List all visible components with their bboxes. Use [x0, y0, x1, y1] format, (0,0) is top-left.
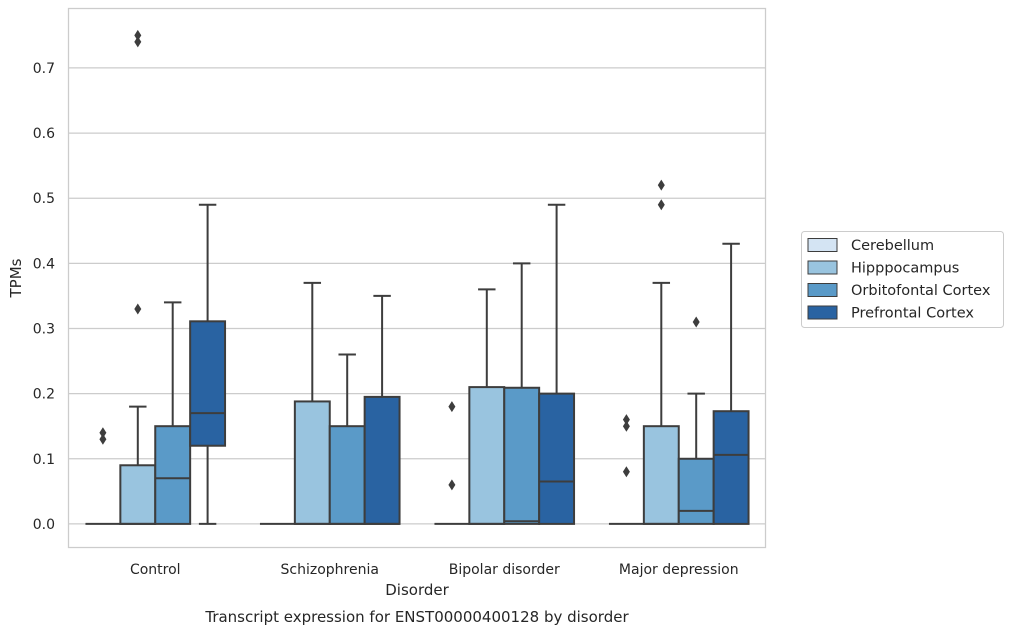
- outlier-point: [657, 199, 665, 211]
- box-hipppocampus: [293, 281, 331, 525]
- box-orbitofontal-cortex: [503, 262, 541, 525]
- plot-area-frame: [67, 7, 767, 549]
- box-hipppocampus: [642, 179, 680, 525]
- legend-swatch: [807, 305, 838, 320]
- box-orbitofontal-cortex: [328, 353, 366, 525]
- y-axis-title: TPMs: [7, 258, 25, 298]
- box-prefrontal-cortex: [189, 203, 227, 525]
- outlier-point: [99, 427, 107, 439]
- y-tick-label: 0.0: [33, 517, 55, 533]
- box-iqr: [712, 410, 750, 525]
- outlier-point: [448, 479, 456, 491]
- y-tick-labels: 0.0 0.1 0.2 0.3 0.4 0.5 0.6 0.7: [33, 61, 55, 533]
- box-hipppocampus: [468, 288, 506, 525]
- outlier-point: [622, 466, 630, 478]
- box-iqr: [293, 400, 331, 525]
- legend-label: Hipppocampus: [851, 261, 959, 277]
- box-iqr: [154, 425, 192, 525]
- chart-caption: Transcript expression for ENST0000040012…: [204, 608, 629, 626]
- y-tick-label: 0.3: [33, 321, 55, 337]
- x-tick-label: Major depression: [619, 562, 739, 578]
- y-tick-label: 0.5: [33, 191, 55, 207]
- outlier-point: [134, 36, 142, 48]
- x-tick-label: Schizophrenia: [281, 562, 379, 578]
- box-cerebellum: [85, 427, 121, 525]
- legend-label: Orbitofontal Cortex: [851, 283, 991, 299]
- legend-label: Prefrontal Cortex: [851, 306, 974, 322]
- box-hipppocampus: [119, 29, 157, 525]
- box-cerebellum: [608, 414, 644, 525]
- legend-swatch: [807, 260, 838, 275]
- box-orbitofontal-cortex: [677, 316, 715, 525]
- x-tick-label: Control: [130, 562, 181, 578]
- legend: Cerebellum Hipppocampus Orbitofontal Corte…: [801, 231, 1004, 328]
- outlier-point: [134, 303, 142, 315]
- box-iqr: [119, 464, 157, 525]
- box-prefrontal-cortex: [363, 294, 401, 525]
- box-iqr: [677, 457, 715, 525]
- y-tick-label: 0.7: [33, 61, 55, 77]
- legend-swatch: [807, 283, 838, 297]
- legend-frame: [801, 231, 1004, 328]
- box-plot-series: [85, 29, 750, 525]
- y-tick-label: 0.2: [33, 387, 55, 403]
- legend-label: Cerebellum: [851, 238, 934, 254]
- outlier-point: [622, 414, 630, 426]
- box-iqr: [328, 425, 366, 525]
- box-iqr: [642, 425, 680, 525]
- box-orbitofontal-cortex: [154, 301, 192, 525]
- y-tick-label: 0.6: [33, 126, 55, 142]
- box-prefrontal-cortex: [538, 203, 576, 525]
- box-iqr: [503, 386, 541, 525]
- outlier-point: [448, 401, 456, 413]
- box-prefrontal-cortex: [712, 242, 750, 525]
- outlier-point: [622, 420, 630, 432]
- y-tick-label: 0.1: [33, 452, 55, 468]
- outlier-point: [692, 316, 700, 328]
- outlier-point: [134, 29, 142, 41]
- box-iqr: [363, 395, 401, 525]
- y-tick-label: 0.4: [33, 256, 55, 272]
- box-iqr: [538, 392, 576, 525]
- x-tick-labels: Control Schizophrenia Bipolar disorder Majo…: [130, 562, 739, 578]
- box-cerebellum: [434, 401, 470, 525]
- legend-swatch: [807, 238, 838, 252]
- outlier-point: [657, 179, 665, 191]
- x-axis-title: Disorder: [385, 581, 449, 599]
- outlier-point: [99, 433, 107, 445]
- box-iqr: [189, 320, 227, 447]
- x-tick-label: Bipolar disorder: [449, 562, 560, 578]
- box-iqr: [468, 386, 506, 525]
